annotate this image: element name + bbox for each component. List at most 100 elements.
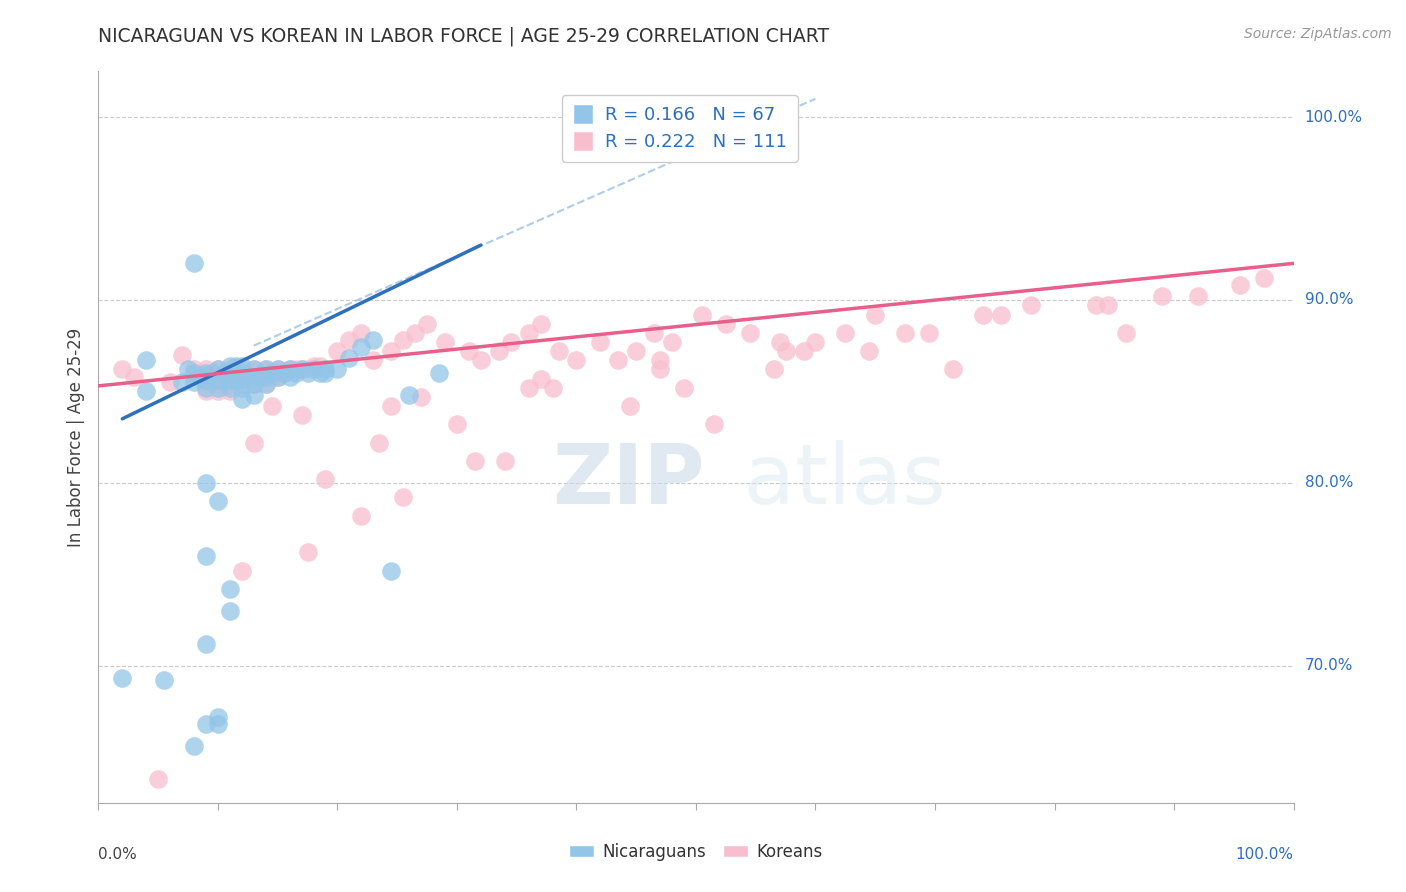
Point bbox=[804, 334, 827, 349]
Point bbox=[219, 369, 242, 384]
Point bbox=[231, 369, 253, 384]
Point bbox=[626, 344, 648, 359]
Point bbox=[219, 366, 242, 380]
Point bbox=[219, 362, 242, 376]
Point bbox=[207, 384, 229, 399]
Point bbox=[1085, 298, 1108, 312]
Point bbox=[284, 366, 307, 380]
Point bbox=[254, 377, 277, 392]
Point bbox=[291, 362, 314, 376]
Point bbox=[488, 344, 510, 359]
Point bbox=[690, 308, 713, 322]
Point bbox=[494, 454, 516, 468]
Point bbox=[278, 362, 301, 376]
Point bbox=[207, 369, 229, 384]
Point bbox=[326, 344, 349, 359]
Point bbox=[267, 362, 290, 376]
Point bbox=[1019, 298, 1042, 312]
Point bbox=[380, 344, 402, 359]
Point bbox=[201, 366, 224, 380]
Point bbox=[267, 369, 290, 384]
Point bbox=[195, 549, 218, 563]
Point bbox=[219, 377, 242, 392]
Point bbox=[1229, 278, 1251, 293]
Point bbox=[231, 359, 253, 373]
Point bbox=[517, 381, 540, 395]
Point bbox=[541, 381, 564, 395]
Point bbox=[254, 369, 277, 384]
Point bbox=[470, 353, 492, 368]
Point bbox=[368, 435, 391, 450]
Point bbox=[260, 366, 283, 380]
Point bbox=[148, 772, 170, 786]
Text: NICARAGUAN VS KOREAN IN LABOR FORCE | AGE 25-29 CORRELATION CHART: NICARAGUAN VS KOREAN IN LABOR FORCE | AG… bbox=[98, 27, 830, 46]
Point bbox=[762, 362, 785, 376]
Point bbox=[1097, 298, 1119, 312]
Point bbox=[434, 334, 457, 349]
Point bbox=[297, 362, 319, 376]
Point bbox=[392, 333, 415, 347]
Point bbox=[834, 326, 856, 340]
Text: 70.0%: 70.0% bbox=[1305, 658, 1353, 673]
Point bbox=[530, 317, 553, 331]
Point bbox=[363, 333, 385, 347]
Point bbox=[565, 353, 588, 368]
Point bbox=[297, 366, 319, 380]
Point bbox=[183, 739, 205, 753]
Point bbox=[231, 362, 253, 376]
Point bbox=[363, 353, 385, 368]
Point bbox=[195, 637, 218, 651]
Point bbox=[254, 369, 277, 384]
Point bbox=[284, 362, 307, 376]
Point bbox=[398, 388, 420, 402]
Point bbox=[172, 375, 194, 389]
Point bbox=[236, 369, 259, 384]
Point bbox=[243, 377, 266, 392]
Point bbox=[207, 373, 229, 387]
Point bbox=[225, 359, 247, 373]
Point bbox=[793, 344, 815, 359]
Text: 100.0%: 100.0% bbox=[1236, 847, 1294, 862]
Point bbox=[195, 369, 218, 384]
Point bbox=[207, 362, 229, 376]
Point bbox=[1187, 289, 1209, 303]
Text: atlas: atlas bbox=[744, 441, 945, 522]
Point bbox=[212, 369, 235, 384]
Point bbox=[195, 377, 218, 392]
Point bbox=[315, 472, 337, 486]
Point bbox=[231, 373, 253, 387]
Point bbox=[219, 582, 242, 596]
Point bbox=[135, 353, 157, 368]
Point bbox=[260, 399, 283, 413]
Point bbox=[195, 362, 218, 376]
Point bbox=[207, 710, 229, 724]
Point bbox=[350, 341, 373, 355]
Point bbox=[254, 377, 277, 392]
Point bbox=[619, 399, 641, 413]
Point bbox=[172, 348, 194, 362]
Point bbox=[231, 564, 253, 578]
Point bbox=[517, 326, 540, 340]
Point bbox=[326, 362, 349, 376]
Point bbox=[714, 317, 737, 331]
Point bbox=[273, 366, 295, 380]
Point bbox=[775, 344, 797, 359]
Point bbox=[243, 369, 266, 384]
Point bbox=[231, 392, 253, 406]
Point bbox=[249, 369, 271, 384]
Point bbox=[858, 344, 880, 359]
Point bbox=[207, 381, 229, 395]
Point bbox=[124, 369, 146, 384]
Point bbox=[380, 564, 402, 578]
Point bbox=[207, 362, 229, 376]
Point bbox=[703, 417, 725, 432]
Point bbox=[183, 362, 205, 376]
Point bbox=[219, 373, 242, 387]
Point bbox=[446, 417, 468, 432]
Text: Source: ZipAtlas.com: Source: ZipAtlas.com bbox=[1244, 27, 1392, 41]
Point bbox=[392, 491, 415, 505]
Point bbox=[607, 353, 630, 368]
Point bbox=[643, 326, 665, 340]
Point bbox=[212, 366, 235, 380]
Point bbox=[380, 399, 402, 413]
